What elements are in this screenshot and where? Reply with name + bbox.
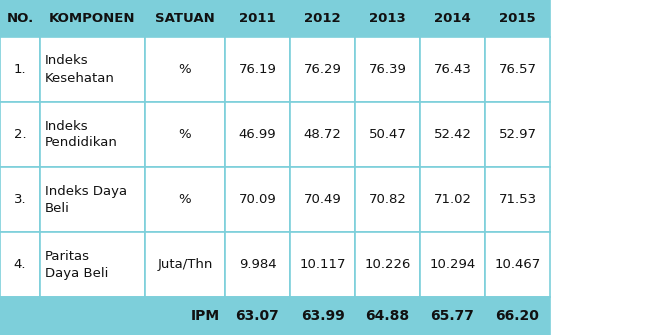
Text: 63.07: 63.07 (235, 309, 279, 323)
Bar (145, 297, 225, 335)
Bar (0, 297, 40, 335)
Text: 2013: 2013 (369, 12, 406, 25)
Text: 65.77: 65.77 (431, 309, 475, 323)
Text: Indeks
Pendidikan: Indeks Pendidikan (45, 120, 118, 149)
Text: Juta/Thn: Juta/Thn (157, 258, 213, 271)
Bar (0, 37, 40, 102)
Bar (485, 102, 550, 167)
Bar (485, 232, 550, 297)
Text: 70.49: 70.49 (304, 193, 341, 206)
Bar (40, 102, 145, 167)
Text: %: % (179, 63, 192, 76)
Text: 10.226: 10.226 (364, 258, 411, 271)
Text: 76.57: 76.57 (499, 63, 537, 76)
Bar (40, 297, 145, 335)
Text: 46.99: 46.99 (239, 128, 276, 141)
Bar (355, 37, 420, 102)
Text: %: % (179, 193, 192, 206)
Text: NO.: NO. (6, 12, 34, 25)
Bar (225, 232, 290, 297)
Text: 2.: 2. (14, 128, 26, 141)
Text: 66.20: 66.20 (495, 309, 539, 323)
Bar (355, 102, 420, 167)
Text: 63.99: 63.99 (301, 309, 344, 323)
Text: 52.42: 52.42 (433, 128, 471, 141)
Bar (40, 0, 145, 37)
Text: 50.47: 50.47 (368, 128, 406, 141)
Text: 70.82: 70.82 (368, 193, 406, 206)
Text: Indeks Daya
Beli: Indeks Daya Beli (45, 185, 127, 214)
Bar (290, 37, 355, 102)
Text: 76.29: 76.29 (304, 63, 341, 76)
Text: 52.97: 52.97 (499, 128, 537, 141)
Text: 10.294: 10.294 (430, 258, 475, 271)
Text: 4.: 4. (14, 258, 26, 271)
Text: 3.: 3. (14, 193, 26, 206)
Bar (40, 232, 145, 297)
Bar (485, 167, 550, 232)
Bar (355, 0, 420, 37)
Text: SATUAN: SATUAN (155, 12, 215, 25)
Bar (355, 167, 420, 232)
Bar (485, 0, 550, 37)
Bar (145, 167, 225, 232)
Text: 71.53: 71.53 (499, 193, 537, 206)
Text: 1.: 1. (14, 63, 26, 76)
Bar (0, 102, 40, 167)
Bar (0, 232, 40, 297)
Bar (290, 167, 355, 232)
Bar (225, 102, 290, 167)
Bar (290, 232, 355, 297)
Text: 71.02: 71.02 (433, 193, 471, 206)
Bar (225, 167, 290, 232)
Text: 2012: 2012 (304, 12, 341, 25)
Text: 10.117: 10.117 (299, 258, 346, 271)
Bar (145, 102, 225, 167)
Bar (355, 297, 420, 335)
Text: 2011: 2011 (239, 12, 276, 25)
Bar (225, 37, 290, 102)
Bar (290, 0, 355, 37)
Text: 48.72: 48.72 (304, 128, 341, 141)
Text: KOMPONEN: KOMPONEN (49, 12, 135, 25)
Bar (40, 167, 145, 232)
Bar (225, 297, 290, 335)
Text: 10.467: 10.467 (494, 258, 541, 271)
Text: 76.43: 76.43 (433, 63, 471, 76)
Bar (40, 37, 145, 102)
Text: 9.984: 9.984 (239, 258, 276, 271)
Bar (145, 232, 225, 297)
Bar (145, 37, 225, 102)
Bar (290, 102, 355, 167)
Text: 64.88: 64.88 (366, 309, 410, 323)
Bar (420, 167, 485, 232)
Bar (420, 102, 485, 167)
Bar (0, 0, 40, 37)
Text: 76.19: 76.19 (239, 63, 277, 76)
Bar (420, 0, 485, 37)
Bar (225, 0, 290, 37)
Bar (420, 232, 485, 297)
Text: 70.09: 70.09 (239, 193, 276, 206)
Text: Indeks
Kesehatan: Indeks Kesehatan (45, 55, 115, 84)
Text: 2015: 2015 (499, 12, 536, 25)
Bar (290, 297, 355, 335)
Bar (0, 167, 40, 232)
Text: Paritas
Daya Beli: Paritas Daya Beli (45, 250, 108, 279)
Text: IPM: IPM (191, 309, 220, 323)
Text: 2014: 2014 (434, 12, 471, 25)
Text: %: % (179, 128, 192, 141)
Bar (355, 232, 420, 297)
Bar (420, 37, 485, 102)
Bar (145, 0, 225, 37)
Bar (420, 297, 485, 335)
Bar (485, 37, 550, 102)
Text: 76.39: 76.39 (368, 63, 406, 76)
Bar (485, 297, 550, 335)
